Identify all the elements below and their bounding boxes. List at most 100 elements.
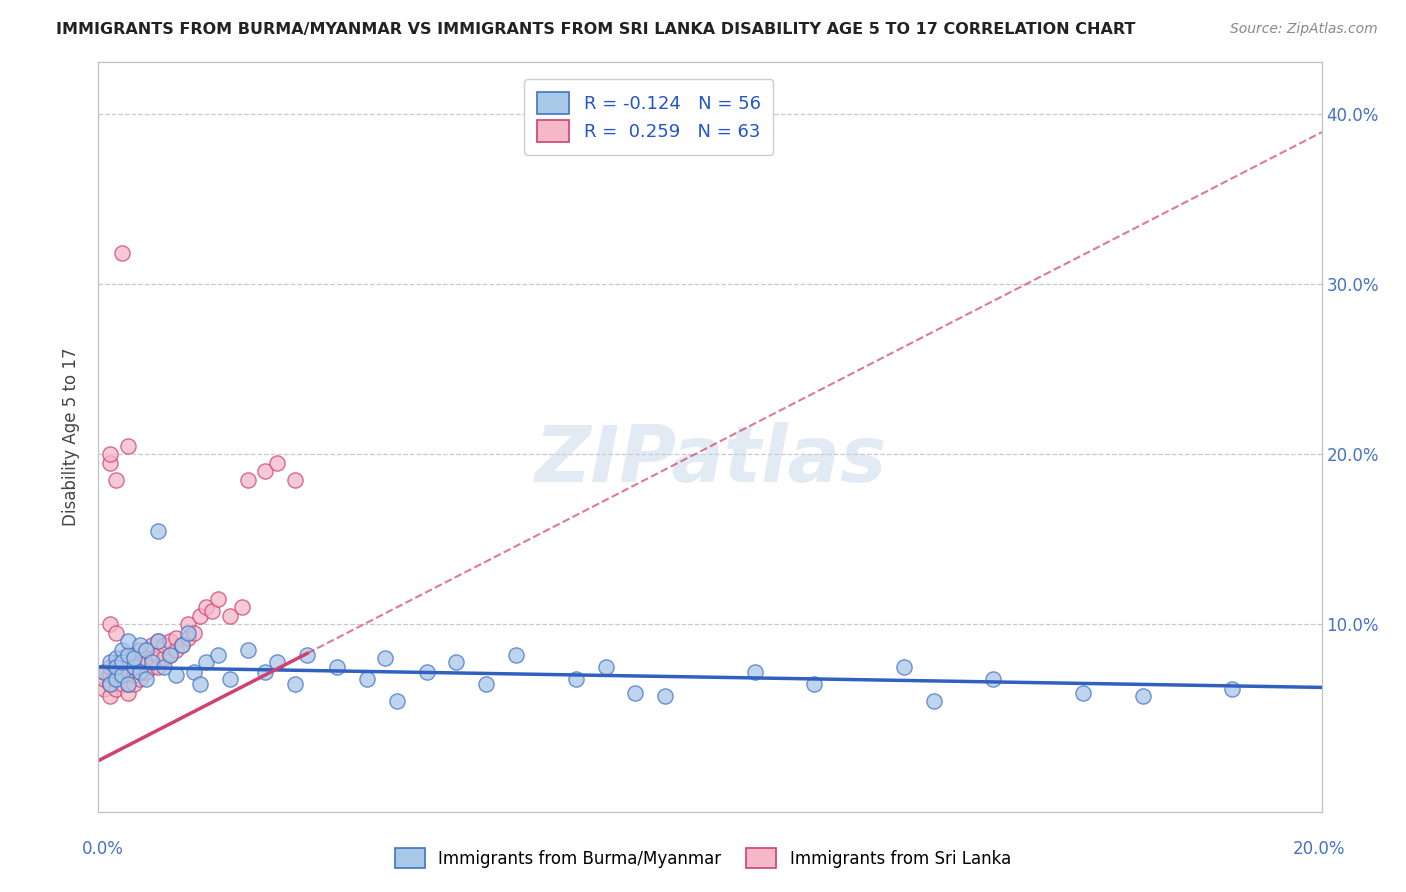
Point — [122, 660, 145, 674]
Point — [266, 456, 288, 470]
Point — [236, 473, 259, 487]
Point — [194, 655, 217, 669]
Point — [98, 660, 121, 674]
Point — [98, 668, 121, 682]
Point — [146, 648, 169, 662]
Point — [117, 634, 139, 648]
Point — [117, 665, 139, 679]
Point — [165, 631, 187, 645]
Point — [595, 660, 617, 674]
Point — [236, 643, 259, 657]
Point — [93, 672, 115, 686]
Point — [93, 665, 115, 679]
Point — [129, 655, 152, 669]
Point — [93, 682, 115, 697]
Point — [188, 608, 211, 623]
Point — [893, 660, 915, 674]
Point — [183, 626, 205, 640]
Point — [117, 648, 139, 662]
Point — [177, 626, 200, 640]
Point — [111, 246, 134, 260]
Point — [207, 648, 229, 662]
Point — [135, 655, 157, 669]
Point — [135, 665, 157, 679]
Point — [105, 672, 128, 686]
Point — [105, 672, 128, 686]
Point — [122, 648, 145, 662]
Point — [218, 672, 240, 686]
Point — [231, 600, 253, 615]
Point — [117, 439, 139, 453]
Point — [218, 608, 240, 623]
Point — [803, 677, 825, 691]
Point — [170, 638, 193, 652]
Point — [129, 638, 152, 652]
Point — [1220, 682, 1243, 697]
Point — [254, 665, 277, 679]
Point — [165, 668, 187, 682]
Point — [505, 648, 527, 662]
Point — [153, 651, 176, 665]
Point — [654, 689, 676, 703]
Point — [159, 648, 181, 662]
Point — [475, 677, 498, 691]
Point — [1132, 689, 1154, 703]
Point — [141, 651, 163, 665]
Point — [98, 689, 121, 703]
Point — [105, 682, 128, 697]
Point — [117, 677, 139, 691]
Point — [565, 672, 588, 686]
Point — [385, 694, 408, 708]
Point — [165, 643, 187, 657]
Point — [105, 665, 128, 679]
Point — [111, 643, 134, 657]
Point — [374, 651, 396, 665]
Point — [129, 672, 152, 686]
Point — [129, 643, 152, 657]
Point — [201, 604, 224, 618]
Point — [98, 456, 121, 470]
Point — [141, 638, 163, 652]
Point — [98, 617, 121, 632]
Point — [624, 685, 647, 699]
Point — [146, 634, 169, 648]
Point — [117, 685, 139, 699]
Point — [98, 655, 121, 669]
Point — [146, 634, 169, 648]
Point — [111, 660, 134, 674]
Point — [254, 464, 277, 478]
Point — [207, 591, 229, 606]
Point — [122, 668, 145, 682]
Point — [177, 617, 200, 632]
Point — [141, 660, 163, 674]
Text: IMMIGRANTS FROM BURMA/MYANMAR VS IMMIGRANTS FROM SRI LANKA DISABILITY AGE 5 TO 1: IMMIGRANTS FROM BURMA/MYANMAR VS IMMIGRA… — [56, 22, 1136, 37]
Point — [153, 638, 176, 652]
Point — [105, 655, 128, 669]
Point — [356, 672, 378, 686]
Point — [183, 665, 205, 679]
Y-axis label: Disability Age 5 to 17: Disability Age 5 to 17 — [62, 348, 80, 526]
Point — [111, 651, 134, 665]
Text: ZIPatlas: ZIPatlas — [534, 422, 886, 498]
Point — [93, 665, 115, 679]
Point — [117, 655, 139, 669]
Point — [122, 677, 145, 691]
Point — [266, 655, 288, 669]
Point — [153, 660, 176, 674]
Point — [922, 694, 945, 708]
Point — [111, 655, 134, 669]
Point — [159, 648, 181, 662]
Point — [117, 677, 139, 691]
Point — [105, 660, 128, 674]
Point — [983, 672, 1005, 686]
Point — [415, 665, 437, 679]
Point — [194, 600, 217, 615]
Point — [111, 668, 134, 682]
Legend: R = -0.124   N = 56, R =  0.259   N = 63: R = -0.124 N = 56, R = 0.259 N = 63 — [524, 79, 773, 154]
Point — [446, 655, 468, 669]
Point — [1071, 685, 1094, 699]
Point — [105, 473, 128, 487]
Point — [744, 665, 766, 679]
Point — [170, 638, 193, 652]
Point — [98, 447, 121, 461]
